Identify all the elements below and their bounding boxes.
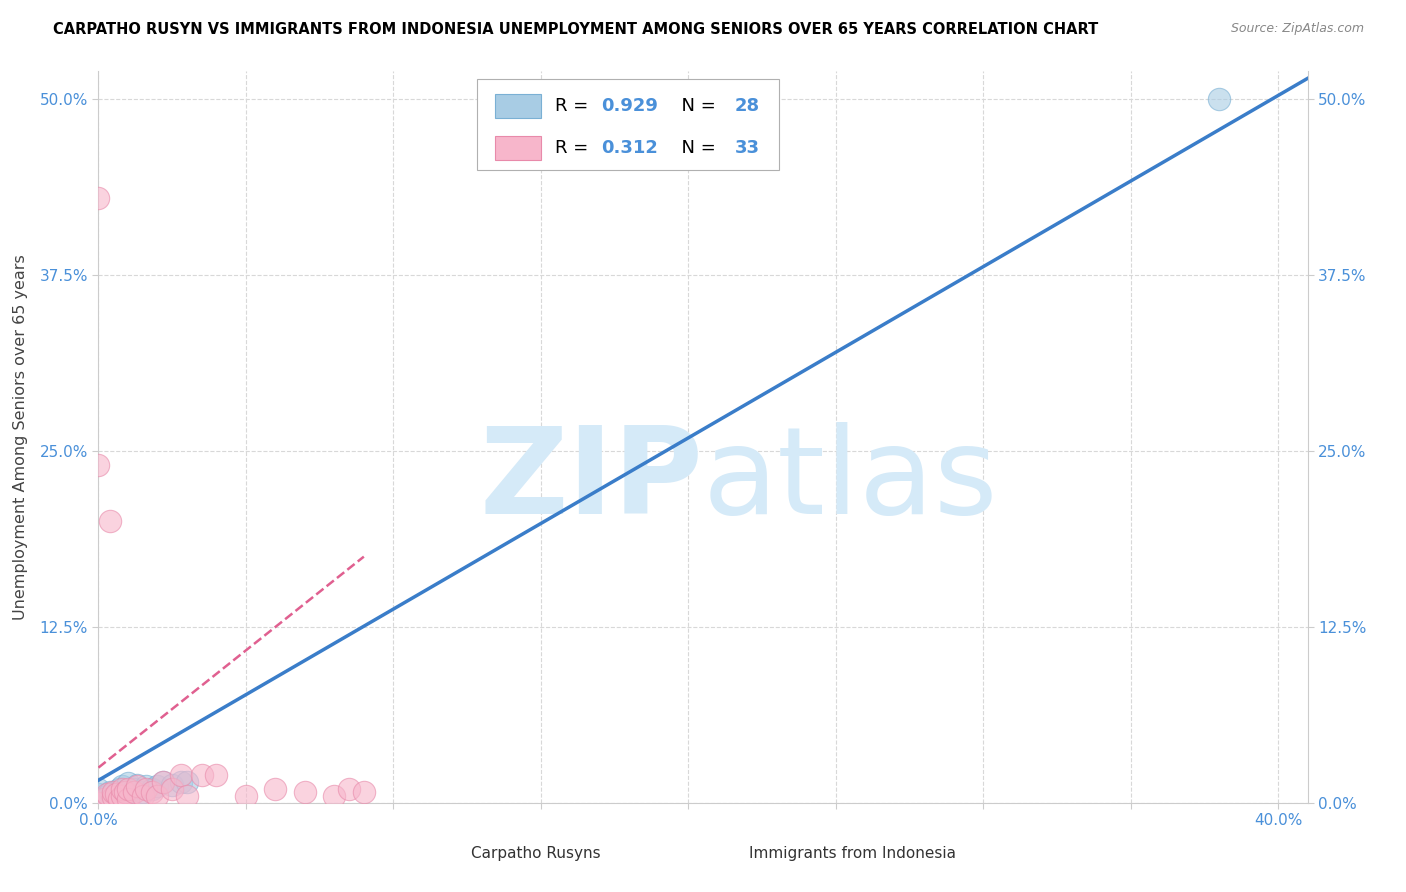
Point [114, 784, 136, 798]
FancyBboxPatch shape [477, 78, 779, 170]
Point [87, 796, 110, 810]
Point [146, 779, 169, 793]
Point [152, 774, 174, 789]
Point [87, 796, 110, 810]
Point [87, 781, 110, 796]
Point [111, 779, 134, 793]
Point [117, 781, 139, 796]
Point [101, 784, 124, 798]
Point [101, 791, 124, 805]
Point [96, 789, 118, 803]
Point [87, 791, 110, 805]
Text: Source: ZipAtlas.com: Source: ZipAtlas.com [1230, 22, 1364, 36]
Point [108, 791, 131, 805]
Point [93, 793, 115, 807]
Point [131, 784, 153, 798]
Point [125, 779, 148, 793]
Point [117, 791, 139, 805]
Text: CARPATHO RUSYN VS IMMIGRANTS FROM INDONESIA UNEMPLOYMENT AMONG SENIORS OVER 65 Y: CARPATHO RUSYN VS IMMIGRANTS FROM INDONE… [53, 22, 1098, 37]
Point [170, 767, 193, 781]
Point [235, 789, 257, 803]
Bar [437, 843, 464, 863]
Point [294, 784, 316, 798]
Point [176, 774, 198, 789]
Point [131, 789, 153, 803]
Point [101, 786, 124, 800]
Text: 0.312: 0.312 [602, 139, 658, 157]
Point [190, 767, 212, 781]
Text: ZIP: ZIP [479, 423, 703, 540]
Text: N =: N = [671, 97, 721, 115]
Text: 28: 28 [734, 97, 759, 115]
Point [135, 779, 157, 793]
Y-axis label: Unemployment Among Seniors over 65 years: Unemployment Among Seniors over 65 years [14, 254, 28, 620]
Point [117, 784, 139, 798]
Text: Carpatho Rusyns: Carpatho Rusyns [471, 846, 600, 861]
Bar [716, 843, 742, 863]
Point [105, 788, 128, 802]
Point [96, 788, 118, 802]
Bar [495, 95, 541, 118]
Text: N =: N = [671, 139, 721, 157]
Point [141, 784, 163, 798]
Point [122, 784, 145, 798]
Point [111, 781, 134, 796]
Point [117, 776, 139, 790]
Point [108, 781, 131, 796]
Point [264, 781, 287, 796]
Point [93, 791, 115, 805]
Point [125, 778, 148, 792]
Point [101, 790, 124, 805]
Text: atlas: atlas [703, 423, 998, 540]
Point [170, 774, 193, 789]
Point [353, 784, 375, 798]
Text: R =: R = [555, 139, 595, 157]
Text: 0.929: 0.929 [602, 97, 658, 115]
Point [87, 191, 110, 205]
Point [105, 789, 128, 803]
Bar [495, 136, 541, 160]
Point [160, 778, 183, 792]
Text: Immigrants from Indonesia: Immigrants from Indonesia [749, 846, 956, 861]
Point [146, 789, 169, 803]
Point [98, 784, 121, 798]
Point [152, 774, 174, 789]
Point [87, 788, 110, 802]
Point [98, 515, 121, 529]
Point [160, 781, 183, 796]
Point [1208, 93, 1230, 107]
Point [176, 789, 198, 803]
Point [117, 790, 139, 805]
Point [337, 781, 360, 796]
Point [205, 767, 228, 781]
Point [87, 458, 110, 473]
Point [122, 781, 145, 796]
Point [111, 789, 134, 803]
Point [135, 781, 157, 796]
Text: R =: R = [555, 97, 595, 115]
Text: 33: 33 [734, 139, 759, 157]
Point [323, 789, 346, 803]
Point [114, 784, 136, 798]
Point [111, 789, 134, 803]
Point [141, 781, 163, 796]
